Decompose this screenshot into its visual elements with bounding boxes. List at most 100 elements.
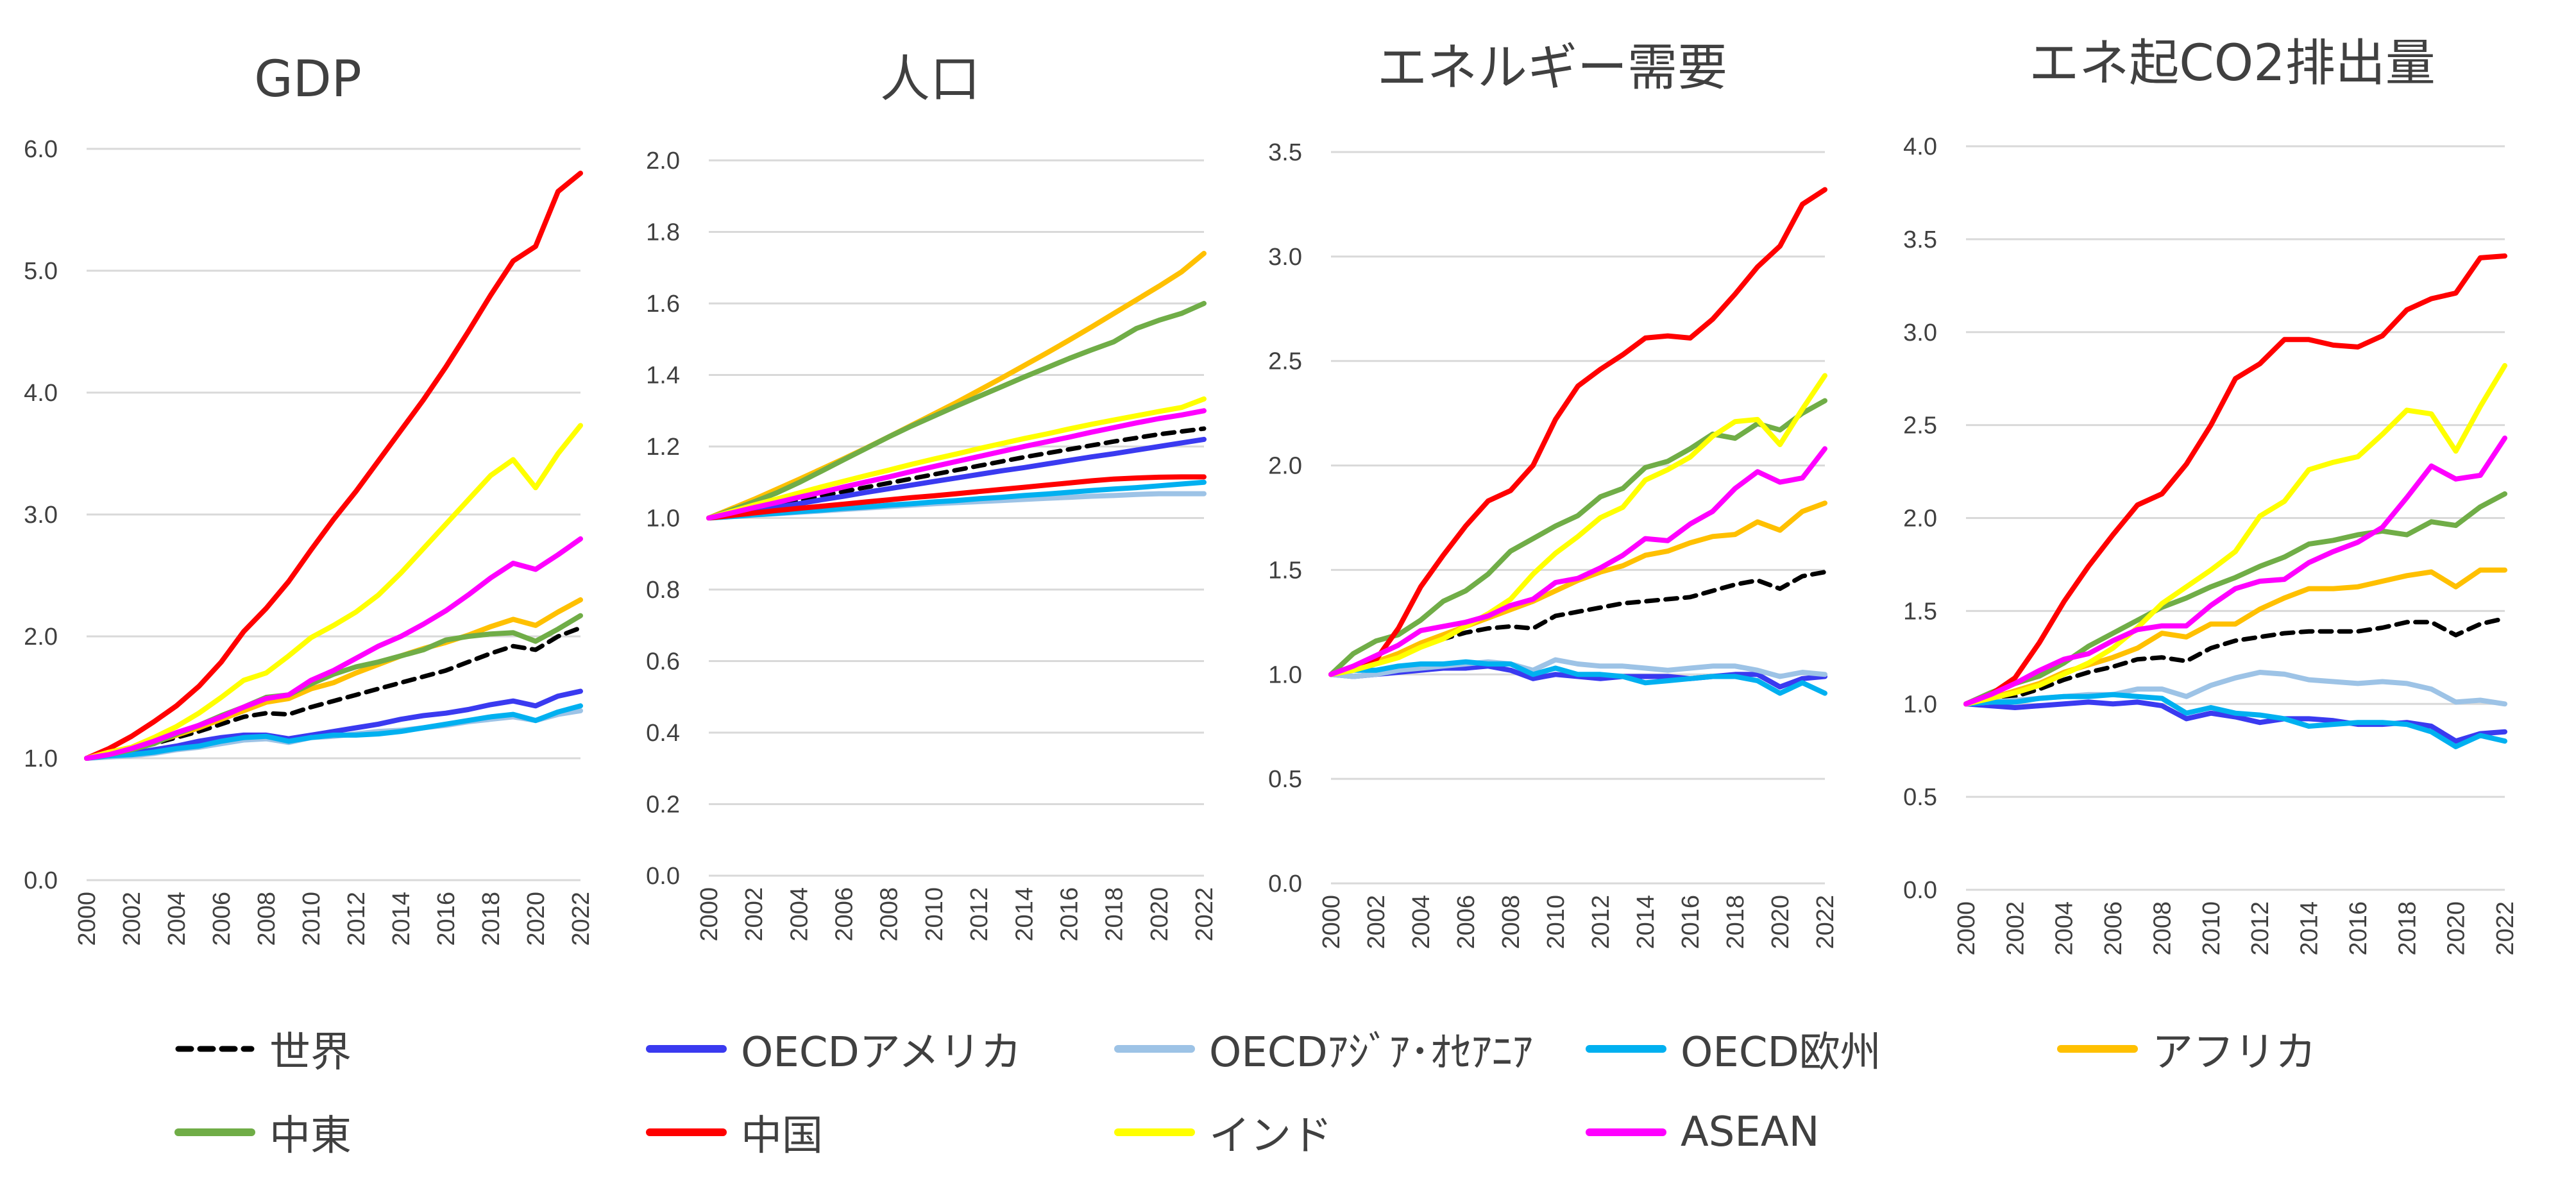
chart-title: 人口 — [880, 51, 980, 108]
chart-panel-1: GDP 0.0 1.0 2.0 3.0 4.0 5.0 6.0 2000 2002 2004 2006… — [24, 51, 595, 946]
x-tick-label: 2014 — [1632, 895, 1659, 949]
x-tick-label: 2000 — [696, 887, 723, 942]
chart-title: GDP — [254, 51, 362, 108]
legend-item-middle_east: 中東 — [173, 1103, 352, 1161]
x-tick-label: 2020 — [2443, 901, 2470, 956]
y-tick-label: 0.2 — [646, 792, 680, 819]
x-tick-label: 2002 — [2002, 901, 2029, 956]
x-tick-label: 2020 — [1146, 887, 1173, 942]
x-tick-label: 2010 — [298, 892, 325, 946]
x-tick-label: 2008 — [253, 892, 280, 946]
y-tick-label: 1.0 — [24, 745, 58, 772]
series-line — [84, 423, 583, 761]
series-line — [706, 436, 1207, 521]
x-tick-label: 2010 — [1543, 895, 1570, 949]
series-line — [1963, 699, 2507, 744]
x-tick-label: 2018 — [1722, 895, 1749, 949]
series-line — [1328, 570, 1827, 677]
legend-item-india: インド — [1113, 1103, 1332, 1161]
x-tick-label: 2016 — [2345, 901, 2372, 956]
chart-title: エネルギー需要 — [1377, 39, 1727, 97]
x-tick-label: 2014 — [1011, 887, 1038, 942]
legend-label: OECDアメリカ — [741, 1029, 1022, 1076]
x-tick-label: 2002 — [1363, 895, 1390, 949]
y-tick-label: 0.8 — [646, 577, 680, 604]
y-tick-label: 4.0 — [24, 380, 58, 407]
x-tick-label: 2016 — [433, 892, 460, 946]
series-line — [84, 703, 583, 761]
series-line — [84, 171, 583, 761]
x-tick-label: 2004 — [786, 887, 813, 942]
y-tick-label: 1.4 — [646, 362, 680, 389]
x-tick-label: 2018 — [1101, 887, 1128, 942]
series-line — [1963, 362, 2507, 707]
y-tick-label: 6.0 — [24, 136, 58, 163]
y-tick-label: 2.0 — [24, 624, 58, 651]
y-tick-label: 1.0 — [1268, 661, 1302, 688]
legend-label: 中国 — [741, 1112, 823, 1160]
legend-item-oecd_america: OECDアメリカ — [645, 1020, 1022, 1078]
series-line — [706, 396, 1207, 521]
series-line — [706, 474, 1207, 521]
x-tick-label: 2000 — [1953, 901, 1980, 956]
y-tick-label: 5.0 — [24, 258, 58, 285]
y-tick-label: 1.5 — [1268, 557, 1302, 584]
y-tick-label: 1.6 — [646, 291, 680, 318]
chart-panel-4: エネ起CO2排出量 0.0 0.5 1.0 1.5 2.0 2.5 3.0 3.5 4.0 2000… — [1903, 35, 2519, 956]
legend-swatch — [1586, 1045, 1666, 1053]
x-tick-label: 2004 — [1408, 895, 1435, 949]
y-tick-label: 0.0 — [1268, 871, 1302, 897]
series-line — [1963, 616, 2507, 706]
y-tick-label: 3.0 — [1903, 319, 1937, 346]
chart-panel-3: エネルギー需要 0.0 0.5 1.0 1.5 2.0 2.5 3.0 3.5 2000 2002 2… — [1268, 39, 1839, 949]
series-line — [1328, 657, 1827, 679]
series-line — [1328, 187, 1827, 677]
y-tick-label: 3.0 — [1268, 244, 1302, 271]
x-tick-label: 2002 — [741, 887, 768, 942]
x-tick-label: 2010 — [921, 887, 948, 942]
series-line — [1328, 446, 1827, 677]
x-tick-label: 2014 — [388, 892, 415, 946]
y-tick-label: 0.5 — [1903, 784, 1937, 811]
series-line — [706, 251, 1207, 521]
series-line — [1963, 692, 2507, 749]
legend-item-africa: アフリカ — [2056, 1020, 2316, 1078]
series-line — [1328, 659, 1827, 696]
legend-item-china: 中国 — [645, 1103, 823, 1161]
x-tick-label: 2010 — [2198, 901, 2225, 956]
y-tick-label: 2.0 — [646, 148, 680, 174]
y-tick-label: 0.5 — [1268, 766, 1302, 793]
y-tick-label: 0.4 — [646, 720, 680, 747]
x-tick-label: 2020 — [1767, 895, 1794, 949]
y-tick-label: 1.0 — [646, 506, 680, 532]
y-tick-label: 2.0 — [1268, 453, 1302, 480]
x-tick-label: 2016 — [1056, 887, 1083, 942]
x-tick-label: 2000 — [1318, 895, 1345, 949]
y-tick-label: 0.0 — [1903, 877, 1937, 904]
y-tick-label: 2.0 — [1903, 506, 1937, 532]
series-line — [1963, 253, 2507, 707]
legend-swatch — [2057, 1045, 2138, 1053]
y-tick-label: 3.0 — [24, 502, 58, 529]
x-tick-label: 2008 — [2149, 901, 2176, 956]
x-tick-label: 2018 — [478, 892, 505, 946]
x-tick-label: 2016 — [1677, 895, 1704, 949]
legend-label: OECDｱｼﾞｱ･ｵｾｱﾆｱ — [1209, 1029, 1533, 1076]
legend-swatch — [174, 1128, 255, 1136]
y-tick-label: 3.5 — [1903, 226, 1937, 253]
series-line — [84, 536, 583, 761]
legend-label: OECD欧州 — [1681, 1029, 1881, 1076]
y-tick-label: 1.5 — [1903, 598, 1937, 625]
y-tick-label: 4.0 — [1903, 133, 1937, 160]
legend-swatch — [646, 1045, 727, 1053]
y-tick-label: 1.8 — [646, 219, 680, 246]
legend-label: 中東 — [269, 1112, 352, 1160]
y-tick-label: 2.5 — [1268, 348, 1302, 375]
series-line — [706, 426, 1207, 520]
series-line — [1328, 398, 1827, 677]
x-tick-label: 2006 — [2100, 901, 2127, 956]
x-tick-label: 2012 — [343, 892, 370, 946]
x-tick-label: 2014 — [2296, 901, 2323, 956]
x-tick-label: 2006 — [1453, 895, 1480, 949]
